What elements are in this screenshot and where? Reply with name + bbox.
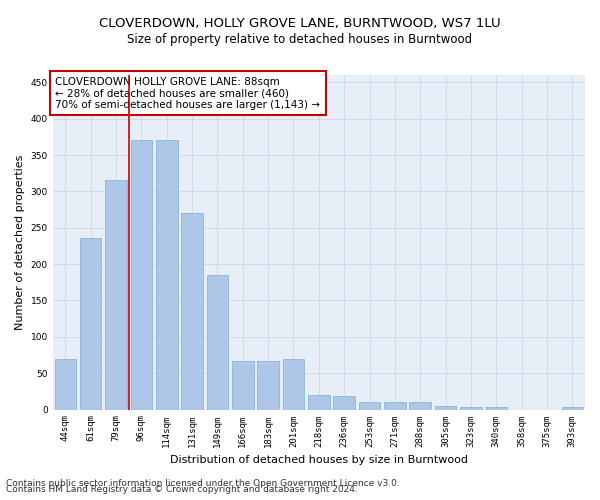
Text: Contains HM Land Registry data © Crown copyright and database right 2024.: Contains HM Land Registry data © Crown c…: [6, 485, 358, 494]
Bar: [80, 238, 101, 410]
Bar: [131, 140, 152, 409]
X-axis label: Distribution of detached houses by size in Burntwood: Distribution of detached houses by size …: [170, 455, 468, 465]
Bar: [562, 406, 583, 410]
Y-axis label: Number of detached properties: Number of detached properties: [15, 154, 25, 330]
Bar: [55, 358, 76, 410]
Bar: [435, 406, 457, 409]
Bar: [206, 275, 228, 409]
Bar: [308, 395, 329, 409]
Bar: [257, 361, 279, 410]
Text: CLOVERDOWN, HOLLY GROVE LANE, BURNTWOOD, WS7 1LU: CLOVERDOWN, HOLLY GROVE LANE, BURNTWOOD,…: [99, 18, 501, 30]
Bar: [232, 361, 254, 410]
Bar: [409, 402, 431, 409]
Bar: [485, 408, 507, 410]
Bar: [384, 402, 406, 409]
Text: Contains public sector information licensed under the Open Government Licence v3: Contains public sector information licen…: [6, 478, 400, 488]
Bar: [460, 408, 482, 410]
Bar: [105, 180, 127, 410]
Bar: [181, 213, 203, 410]
Text: CLOVERDOWN HOLLY GROVE LANE: 88sqm
← 28% of detached houses are smaller (460)
70: CLOVERDOWN HOLLY GROVE LANE: 88sqm ← 28%…: [55, 76, 320, 110]
Text: Size of property relative to detached houses in Burntwood: Size of property relative to detached ho…: [127, 32, 473, 46]
Bar: [283, 358, 304, 410]
Bar: [334, 396, 355, 409]
Bar: [359, 402, 380, 409]
Bar: [156, 140, 178, 409]
